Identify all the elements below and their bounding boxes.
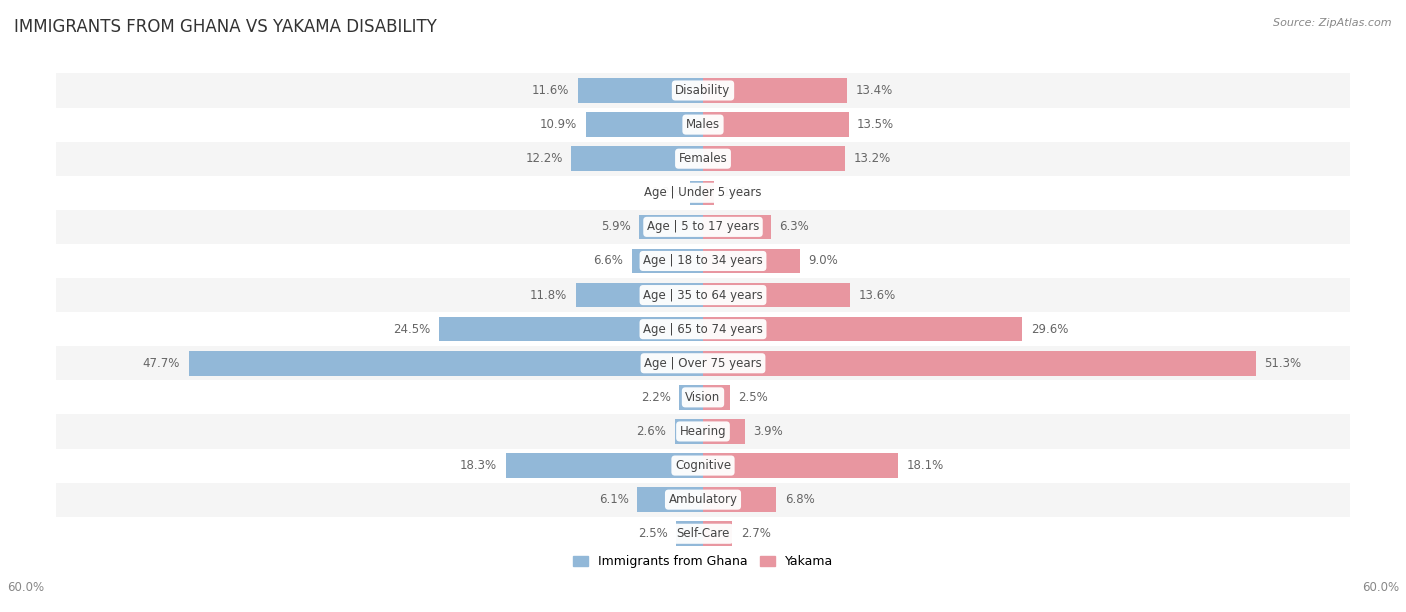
- Bar: [679, 385, 703, 409]
- Bar: [56, 108, 1350, 141]
- Text: 3.9%: 3.9%: [754, 425, 783, 438]
- Bar: [640, 215, 703, 239]
- Bar: [690, 181, 703, 205]
- Text: 6.8%: 6.8%: [785, 493, 814, 506]
- Bar: [703, 385, 730, 409]
- Text: 51.3%: 51.3%: [1264, 357, 1302, 370]
- Text: 47.7%: 47.7%: [143, 357, 180, 370]
- Bar: [703, 351, 1256, 376]
- Text: Age | 5 to 17 years: Age | 5 to 17 years: [647, 220, 759, 233]
- Bar: [703, 317, 1022, 341]
- Text: 6.6%: 6.6%: [593, 255, 623, 267]
- Bar: [631, 248, 703, 273]
- Text: 60.0%: 60.0%: [1362, 581, 1399, 594]
- Bar: [703, 521, 733, 546]
- Text: Age | Under 5 years: Age | Under 5 years: [644, 186, 762, 200]
- Bar: [703, 215, 770, 239]
- Text: 1.2%: 1.2%: [651, 186, 682, 200]
- Text: Vision: Vision: [685, 391, 721, 404]
- Text: Females: Females: [679, 152, 727, 165]
- Bar: [675, 419, 703, 444]
- Bar: [56, 346, 1350, 380]
- Text: 2.6%: 2.6%: [637, 425, 666, 438]
- Text: 2.7%: 2.7%: [741, 528, 770, 540]
- Text: 13.4%: 13.4%: [856, 84, 893, 97]
- Bar: [703, 248, 800, 273]
- Bar: [56, 414, 1350, 449]
- Text: 5.9%: 5.9%: [600, 220, 631, 233]
- Text: 9.0%: 9.0%: [808, 255, 838, 267]
- Text: 6.3%: 6.3%: [779, 220, 810, 233]
- Bar: [703, 487, 776, 512]
- Text: 2.2%: 2.2%: [641, 391, 671, 404]
- Bar: [703, 181, 714, 205]
- Text: 18.3%: 18.3%: [460, 459, 498, 472]
- Text: Self-Care: Self-Care: [676, 528, 730, 540]
- Text: 2.5%: 2.5%: [638, 528, 668, 540]
- Text: Disability: Disability: [675, 84, 731, 97]
- Bar: [703, 78, 848, 103]
- Text: 6.1%: 6.1%: [599, 493, 628, 506]
- Text: 12.2%: 12.2%: [526, 152, 562, 165]
- Bar: [703, 453, 898, 478]
- Text: Age | Over 75 years: Age | Over 75 years: [644, 357, 762, 370]
- Text: 13.2%: 13.2%: [853, 152, 891, 165]
- Bar: [703, 419, 745, 444]
- Text: Age | 18 to 34 years: Age | 18 to 34 years: [643, 255, 763, 267]
- Bar: [56, 141, 1350, 176]
- Bar: [56, 517, 1350, 551]
- Text: IMMIGRANTS FROM GHANA VS YAKAMA DISABILITY: IMMIGRANTS FROM GHANA VS YAKAMA DISABILI…: [14, 18, 437, 36]
- Bar: [188, 351, 703, 376]
- Text: Age | 35 to 64 years: Age | 35 to 64 years: [643, 289, 763, 302]
- Bar: [56, 176, 1350, 210]
- Legend: Immigrants from Ghana, Yakama: Immigrants from Ghana, Yakama: [568, 550, 838, 573]
- Bar: [578, 78, 703, 103]
- Text: Ambulatory: Ambulatory: [668, 493, 738, 506]
- Bar: [676, 521, 703, 546]
- Text: 11.6%: 11.6%: [531, 84, 569, 97]
- Bar: [637, 487, 703, 512]
- Text: Hearing: Hearing: [679, 425, 727, 438]
- Text: Males: Males: [686, 118, 720, 131]
- Bar: [506, 453, 703, 478]
- Bar: [56, 210, 1350, 244]
- Text: 2.5%: 2.5%: [738, 391, 768, 404]
- Bar: [56, 312, 1350, 346]
- Bar: [56, 278, 1350, 312]
- Bar: [439, 317, 703, 341]
- Text: 18.1%: 18.1%: [907, 459, 943, 472]
- Bar: [56, 73, 1350, 108]
- Bar: [703, 146, 845, 171]
- Bar: [56, 449, 1350, 483]
- Bar: [703, 113, 849, 137]
- Bar: [56, 244, 1350, 278]
- Text: 13.5%: 13.5%: [858, 118, 894, 131]
- Text: 13.6%: 13.6%: [858, 289, 896, 302]
- Text: 24.5%: 24.5%: [394, 323, 430, 335]
- Text: 29.6%: 29.6%: [1031, 323, 1069, 335]
- Text: Cognitive: Cognitive: [675, 459, 731, 472]
- Bar: [585, 113, 703, 137]
- Bar: [56, 380, 1350, 414]
- Bar: [56, 483, 1350, 517]
- Text: Source: ZipAtlas.com: Source: ZipAtlas.com: [1274, 18, 1392, 28]
- Text: 11.8%: 11.8%: [530, 289, 567, 302]
- Bar: [703, 283, 849, 307]
- Bar: [576, 283, 703, 307]
- Text: 60.0%: 60.0%: [7, 581, 44, 594]
- Text: Age | 65 to 74 years: Age | 65 to 74 years: [643, 323, 763, 335]
- Text: 1.0%: 1.0%: [723, 186, 752, 200]
- Text: 10.9%: 10.9%: [540, 118, 576, 131]
- Bar: [571, 146, 703, 171]
